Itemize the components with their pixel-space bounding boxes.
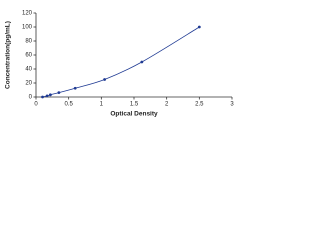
x-tick-label: 0.5 [64, 102, 73, 108]
page: {"chart_data": {"type": "scatter", "xlab… [4, 10, 235, 118]
x-axis-label: Optical Density [110, 111, 158, 118]
data-point [45, 94, 49, 98]
data-point [103, 78, 106, 81]
y-tick-label: 80 [25, 39, 32, 45]
data-point [48, 93, 52, 97]
x-tick-label: 3 [230, 102, 234, 108]
x-tick-label: 0 [34, 102, 38, 108]
chart: Optical Density Concentration(pg/mL) 020… [5, 11, 235, 118]
y-tick-label: 40 [25, 67, 32, 73]
y-tick-label: 20 [25, 81, 32, 87]
y-tick-label: 0 [29, 95, 33, 101]
fit-curve [42, 26, 200, 98]
x-tick-label: 2 [165, 102, 169, 108]
data-point [197, 25, 201, 29]
y-tick-label: 100 [22, 25, 33, 31]
data-point [57, 91, 61, 95]
data-point [140, 60, 144, 64]
x-tick-label: 1 [100, 102, 104, 108]
data-point [73, 86, 77, 90]
y-tick-label: 60 [25, 53, 32, 59]
x-tick-label: 1.5 [130, 102, 139, 108]
y-tick-label: 120 [22, 11, 33, 17]
data-point [41, 95, 44, 99]
y-axis-label: Concentration(pg/mL) [5, 21, 12, 89]
x-tick-label: 2.5 [195, 102, 204, 108]
